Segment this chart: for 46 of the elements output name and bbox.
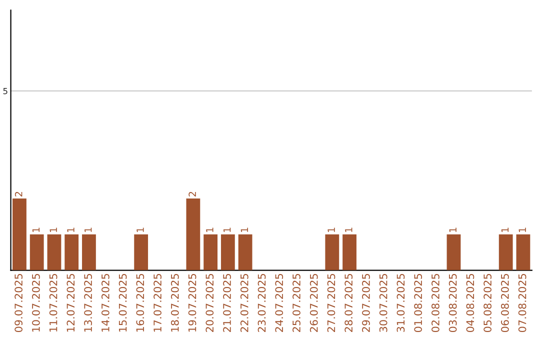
x-tick-label: 04.08.2025 [466,274,474,332]
x-tick-label: 06.08.2025 [500,274,509,332]
x-tick-label: 18.07.2025 [170,274,179,332]
data-label: 1 [328,228,335,232]
x-tick-label: 20.07.2025 [206,274,214,332]
x-tick-label: 14.07.2025 [101,274,110,332]
data-label: 2 [188,192,196,196]
x-tick-label: 31.07.2025 [396,274,405,332]
x-tick-label: 13.07.2025 [84,274,92,332]
x-tick-label: 02.08.2025 [432,274,440,332]
x-tick-label: 07.08.2025 [518,274,526,332]
data-label: 2 [14,192,22,196]
x-tick-label: 05.08.2025 [484,274,492,332]
data-label: 1 [501,228,509,232]
x-tick-label: 22.07.2025 [240,274,248,332]
x-tick-label: 26.07.2025 [310,274,318,332]
x-tick-label: 24.07.2025 [275,274,284,332]
x-tick-label: 11.07.2025 [49,274,58,332]
x-tick-label: 03.08.2025 [448,274,457,332]
x-tick-label: 10.07.2025 [32,274,40,332]
x-tick-label: 15.07.2025 [118,274,127,332]
y-tick-label: 5 [3,88,8,94]
x-tick-label: 23.07.2025 [258,274,266,332]
data-label: 1 [67,228,74,232]
data-label: 1 [449,228,456,232]
data-label: 1 [136,228,144,232]
data-label: 1 [224,228,231,232]
x-tick-label: 29.07.2025 [362,274,370,332]
x-tick-label: 17.07.2025 [154,274,162,332]
data-label: 1 [345,228,352,232]
data-label: 1 [518,228,526,232]
data-label: 1 [32,228,40,232]
x-tick-label: 16.07.2025 [136,274,144,332]
data-label: 1 [84,228,92,232]
x-tick-label: 01.08.2025 [414,274,422,332]
x-tick-label: 09.07.2025 [14,274,23,332]
x-tick-label: 30.07.2025 [379,274,388,332]
data-label: 1 [50,228,57,232]
data-label: 1 [206,228,214,232]
x-tick-label: 19.07.2025 [188,274,196,332]
x-tick-label: 21.07.2025 [223,274,231,332]
x-tick-label: 28.07.2025 [344,274,353,332]
data-label: 1 [240,228,248,232]
x-tick-label: 12.07.2025 [66,274,75,332]
x-tick-label: 25.07.2025 [292,274,300,332]
x-tick-label: 27.07.2025 [327,274,336,332]
